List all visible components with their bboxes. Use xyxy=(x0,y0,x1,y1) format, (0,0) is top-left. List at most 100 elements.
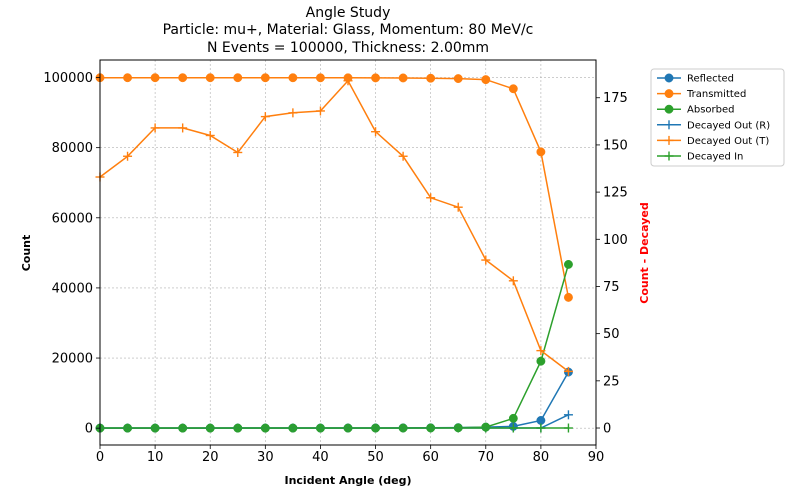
y2-tick-label: 25 xyxy=(603,374,620,389)
data-point-absorbed xyxy=(536,356,546,366)
legend-marker xyxy=(664,151,674,161)
data-point-decayed-out-t xyxy=(233,147,243,157)
series-line-decayed-out-t xyxy=(99,79,569,372)
series-line-decayed-out-r xyxy=(100,414,569,429)
y2-tick-label: 50 xyxy=(603,327,620,342)
data-point-decayed-out-t xyxy=(288,108,298,118)
data-point-decayed-out-t xyxy=(371,127,381,137)
series-transmitted xyxy=(95,73,573,302)
y2-axis-label: Count - Decayed xyxy=(638,202,651,303)
legend: Reflected Transmitted Absorbed Decayed Out … xyxy=(650,68,785,167)
data-point-decayed-in xyxy=(343,423,353,433)
y2-tick-label: 150 xyxy=(603,138,628,153)
series-line-absorbed xyxy=(100,264,570,429)
series-layer xyxy=(95,73,573,433)
data-point-decayed-in xyxy=(398,423,408,433)
data-point-decayed-in xyxy=(315,423,325,433)
data-point-transmitted xyxy=(178,73,188,83)
legend-label: Decayed Out (R) xyxy=(687,120,770,131)
data-point-transmitted xyxy=(150,73,160,83)
data-point-decayed-out-t xyxy=(563,366,573,376)
data-point-decayed-out-t xyxy=(178,123,188,133)
series-absorbed xyxy=(95,259,573,433)
data-point-reflected xyxy=(536,416,546,425)
plot-frame xyxy=(99,59,597,446)
x-tick-label: 0 xyxy=(96,450,104,465)
data-point-transmitted xyxy=(481,75,491,85)
data-point-decayed-out-t xyxy=(536,346,546,356)
data-point-transmitted xyxy=(315,73,325,83)
data-point-decayed-out-t xyxy=(315,106,325,116)
x-axis-ticks: 0 10 20 30 40 50 60 70 80 90 xyxy=(96,445,604,465)
grid xyxy=(100,60,596,445)
data-point-decayed-in xyxy=(563,423,573,433)
legend-entry-absorbed: Absorbed xyxy=(657,105,734,116)
data-point-decayed-out-t xyxy=(426,193,436,203)
y2-tick-label: 75 xyxy=(603,280,620,295)
data-point-decayed-in xyxy=(233,423,243,433)
data-point-absorbed xyxy=(563,259,573,269)
y-axis-ticks: 0 20000 40000 60000 80000 100000 xyxy=(43,71,100,437)
y-tick-label: 0 xyxy=(85,422,93,437)
y2-axis-ticks: 0 25 50 75 100 125 150 175 xyxy=(596,91,628,437)
data-point-transmitted xyxy=(123,73,133,83)
legend-marker xyxy=(664,89,674,99)
x-axis-label: Incident Angle (deg) xyxy=(284,474,411,487)
x-tick-label: 70 xyxy=(478,450,495,465)
legend-marker xyxy=(664,135,674,145)
legend-label: Decayed In xyxy=(687,152,743,163)
data-point-decayed-in xyxy=(123,423,133,433)
legend-marker xyxy=(664,73,674,83)
x-tick-label: 20 xyxy=(202,450,219,465)
data-point-transmitted xyxy=(426,73,436,83)
series-decayed-out-t xyxy=(95,76,573,376)
data-point-decayed-in xyxy=(453,423,463,433)
x-tick-label: 40 xyxy=(312,450,329,465)
data-point-transmitted xyxy=(563,292,573,302)
data-point-transmitted xyxy=(233,73,243,83)
title-line-3: N Events = 100000, Thickness: 2.00mm xyxy=(207,40,489,56)
data-point-decayed-out-t xyxy=(260,112,270,122)
data-point-decayed-in xyxy=(178,423,188,433)
series-line-transmitted xyxy=(100,76,570,298)
series-decayed-in xyxy=(95,423,573,433)
x-tick-label: 50 xyxy=(367,450,384,465)
y2-tick-label: 175 xyxy=(603,91,628,106)
chart-title: Angle Study Particle: mu+, Material: Gla… xyxy=(163,5,534,56)
y-axis-label: Count xyxy=(20,235,33,272)
data-point-decayed-in xyxy=(481,423,491,433)
legend-box xyxy=(650,68,785,167)
x-tick-label: 60 xyxy=(422,450,439,465)
data-point-transmitted xyxy=(260,73,270,83)
data-point-transmitted xyxy=(508,84,518,94)
legend-entry-transmitted: Transmitted xyxy=(657,89,746,100)
legend-marker xyxy=(664,104,674,114)
data-point-transmitted xyxy=(371,73,381,83)
y-tick-label: 20000 xyxy=(52,352,93,367)
data-point-transmitted xyxy=(536,147,546,157)
legend-entry-reflected: Reflected xyxy=(657,74,734,85)
data-point-decayed-in xyxy=(508,423,518,433)
x-tick-label: 90 xyxy=(588,450,605,465)
legend-entry-decayed-out-t: Decayed Out (T) xyxy=(657,135,769,147)
data-point-absorbed xyxy=(508,413,518,423)
y-tick-label: 80000 xyxy=(52,141,93,156)
y2-tick-label: 125 xyxy=(603,186,628,201)
x-tick-label: 80 xyxy=(533,450,550,465)
data-point-decayed-out-t xyxy=(150,123,160,133)
data-point-decayed-out-t xyxy=(123,151,133,161)
y-tick-label: 40000 xyxy=(52,281,93,296)
data-point-transmitted xyxy=(453,74,463,84)
data-point-transmitted xyxy=(205,73,215,83)
legend-label: Transmitted xyxy=(686,89,746,100)
data-point-decayed-in xyxy=(371,423,381,433)
data-point-decayed-in xyxy=(150,423,160,433)
y2-tick-label: 100 xyxy=(603,233,628,248)
legend-label: Decayed Out (T) xyxy=(687,136,769,147)
y-tick-label: 100000 xyxy=(43,71,93,86)
data-point-decayed-in xyxy=(260,423,270,433)
data-point-decayed-out-t xyxy=(481,255,491,265)
data-point-decayed-in xyxy=(536,423,546,433)
legend-entry-decayed-out-r: Decayed Out (R) xyxy=(657,120,770,131)
y-tick-label: 60000 xyxy=(52,211,93,226)
